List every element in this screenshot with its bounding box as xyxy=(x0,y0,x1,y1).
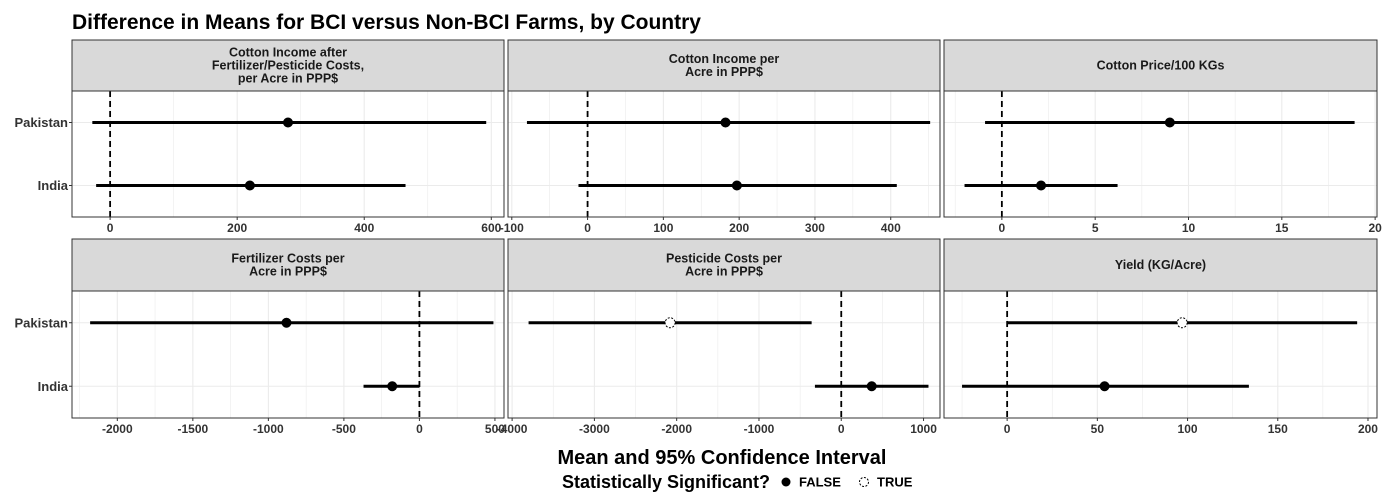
panel-2-point-pakistan xyxy=(720,117,731,128)
panel-6-point-pakistan xyxy=(1176,317,1188,329)
panel-1-strip xyxy=(71,39,505,92)
panel-3: Cotton Price/100 KGs 0 5 10 15 20 xyxy=(943,39,1382,235)
panel-6-plot-area xyxy=(944,291,1377,418)
panel-5-x-tick-label: -1000 xyxy=(744,422,775,436)
panel-3-plot-area xyxy=(944,91,1377,217)
panel-3-point-pakistan xyxy=(1164,117,1175,128)
panel-1-strip-title: Cotton Income after xyxy=(229,46,347,60)
panel-4-point-india xyxy=(387,381,398,392)
panel-1-strip-title: per Acre in PPP$ xyxy=(238,72,338,86)
panel-5-plot-area xyxy=(508,291,940,418)
panel-5-strip xyxy=(507,238,941,292)
panel-5-strip-title: Pesticide Costs per xyxy=(666,252,782,266)
panel-4-border xyxy=(71,290,505,419)
panel-4-x-tick-label: -2000 xyxy=(102,422,133,436)
panel-6-x-tick-label: 200 xyxy=(1358,422,1378,436)
panel-2-x-tick-label: 100 xyxy=(653,221,673,235)
legend-marker-false xyxy=(781,477,791,487)
panel-5-x-tick-label: -2000 xyxy=(661,422,692,436)
panel-5-border xyxy=(507,290,941,419)
panel-6-x-tick-label: 150 xyxy=(1268,422,1288,436)
panel-4-x-tick-label: 500 xyxy=(485,422,505,436)
panel-3-point-india xyxy=(1036,180,1047,191)
panel-1-x-tick-label: 600 xyxy=(481,221,501,235)
panel-2-border xyxy=(507,90,941,218)
panel-4-strip-title: Acre in PPP$ xyxy=(249,265,327,279)
panel-1-plot-area xyxy=(72,91,504,217)
panel-1-strip-title: Fertilizer/Pesticide Costs, xyxy=(212,59,364,73)
y-label-india: India xyxy=(38,379,69,394)
panel-2-strip-title: Acre in PPP$ xyxy=(685,65,763,79)
y-label-india: India xyxy=(38,178,69,193)
legend-label-true: TRUE xyxy=(877,475,913,490)
panel-4-x-tick-label: -1500 xyxy=(177,422,208,436)
panel-4-strip xyxy=(71,238,505,292)
panel-5-x-tick-label: 0 xyxy=(838,422,845,436)
y-label-pakistan: Pakistan xyxy=(15,315,69,330)
legend: Statistically Significant? FALSE TRUE xyxy=(562,472,913,492)
legend-label-false: FALSE xyxy=(799,475,841,490)
panel-6-x-tick-label: 100 xyxy=(1178,422,1198,436)
legend-title: Statistically Significant? xyxy=(562,472,770,492)
panel-1-border xyxy=(71,90,505,218)
y-label-pakistan: Pakistan xyxy=(15,115,69,130)
panel-1: Cotton Income afterFertilizer/Pesticide … xyxy=(15,39,505,235)
panel-6: Yield (KG/Acre) 0 50 100 150 200 xyxy=(943,238,1378,436)
panel-2-x-tick-label: 400 xyxy=(881,221,901,235)
panel-5-x-tick-label: 1000 xyxy=(910,422,937,436)
panel-5-x-tick-label: -4000 xyxy=(497,422,528,436)
panel-2-x-tick-label: 0 xyxy=(584,221,591,235)
panel-3-x-tick-label: 0 xyxy=(999,221,1006,235)
panel-3-x-tick-label: 20 xyxy=(1368,221,1382,235)
panel-3-strip-title: Cotton Price/100 KGs xyxy=(1097,59,1225,73)
panel-5-strip-title: Acre in PPP$ xyxy=(685,265,763,279)
panel-3-strip xyxy=(943,39,1378,92)
panel-1-x-tick-label: 200 xyxy=(227,221,247,235)
panel-6-border xyxy=(943,290,1378,419)
panel-2-point-india xyxy=(731,180,742,191)
panel-6-x-tick-label: 50 xyxy=(1091,422,1105,436)
panel-2-strip xyxy=(507,39,941,92)
panel-3-x-tick-label: 5 xyxy=(1092,221,1099,235)
panel-6-point-india xyxy=(1099,381,1110,392)
panel-2-x-tick-label: -100 xyxy=(500,221,524,235)
panel-6-strip-title: Yield (KG/Acre) xyxy=(1115,258,1206,272)
chart-title: Difference in Means for BCI versus Non-B… xyxy=(72,11,701,34)
panel-1-x-tick-label: 400 xyxy=(354,221,374,235)
panel-6-x-tick-label: 0 xyxy=(1004,422,1011,436)
panel-4-x-tick-label: -500 xyxy=(332,422,356,436)
panel-1-point-india xyxy=(244,180,255,191)
panel-4-point-pakistan xyxy=(281,317,292,328)
panel-5-point-india xyxy=(866,381,877,392)
panel-3-x-tick-label: 15 xyxy=(1275,221,1289,235)
legend-marker-true xyxy=(859,477,869,487)
panel-4-x-tick-label: 0 xyxy=(416,422,423,436)
panel-5-point-pakistan xyxy=(664,317,676,329)
panel-1-x-tick-label: 0 xyxy=(107,221,114,235)
panel-2-strip-title: Cotton Income per xyxy=(669,52,780,66)
x-axis-title: Mean and 95% Confidence Interval xyxy=(558,447,887,469)
panel-3-x-tick-label: 10 xyxy=(1182,221,1196,235)
panel-4-x-tick-label: -1000 xyxy=(253,422,284,436)
panel-2-plot-area xyxy=(508,91,940,217)
panel-1-point-pakistan xyxy=(283,117,293,128)
panel-4-plot-area xyxy=(72,291,504,418)
panel-4-strip-title: Fertilizer Costs per xyxy=(231,252,344,266)
panel-3-border xyxy=(943,90,1378,218)
panel-2-x-tick-label: 200 xyxy=(729,221,749,235)
panel-5-x-tick-label: -3000 xyxy=(579,422,610,436)
panel-2-x-tick-label: 300 xyxy=(805,221,825,235)
